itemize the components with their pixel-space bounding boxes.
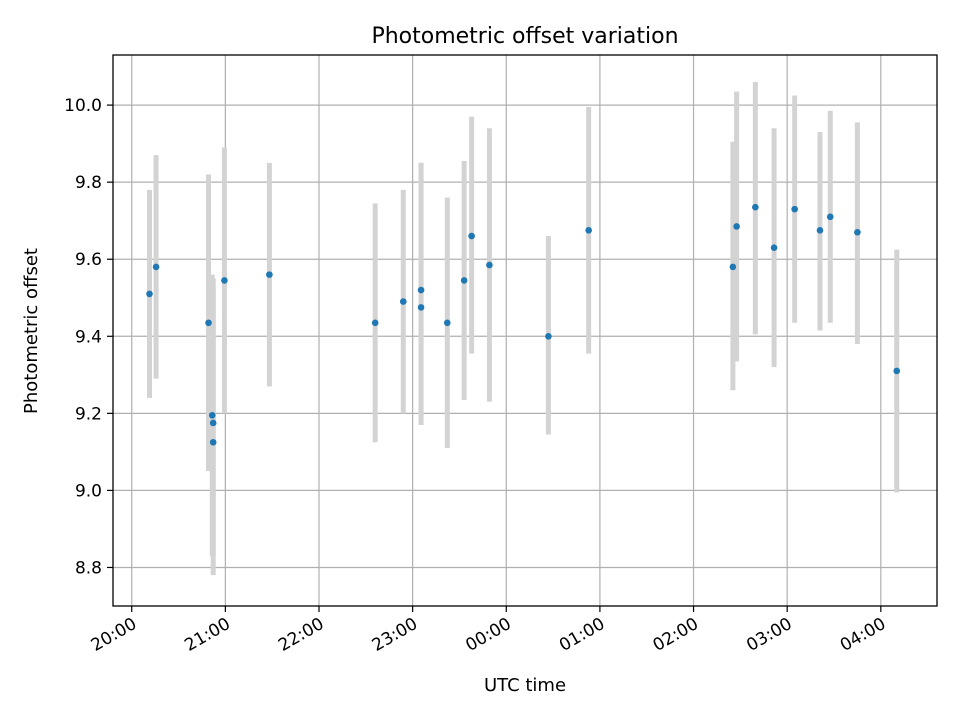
y-tick-label: 10.0: [64, 96, 102, 116]
data-point: [443, 319, 451, 327]
y-tick-label: 9.2: [75, 404, 102, 424]
y-tick-label: 9.6: [75, 250, 102, 270]
x-axis-label: UTC time: [484, 675, 566, 696]
data-point: [486, 261, 493, 269]
data-point: [460, 277, 468, 284]
data-point: [854, 228, 861, 236]
chart-title: Photometric offset variation: [371, 24, 678, 49]
data-point: [752, 203, 759, 211]
data-point: [221, 277, 228, 284]
data-point: [371, 319, 379, 327]
data-point: [417, 286, 425, 294]
data-point: [208, 411, 216, 419]
data-point: [209, 438, 217, 446]
y-tick-label: 8.8: [75, 558, 102, 578]
data-point: [816, 227, 824, 234]
y-axis-label: Photometric offset: [21, 248, 42, 414]
y-tick-label: 9.4: [75, 327, 102, 347]
y-axis-ticks: 8.8 9.0 9.2 9.4 9.6 9.8 10.0: [64, 96, 113, 578]
y-tick-label: 9.0: [75, 481, 102, 501]
data-point: [146, 290, 153, 298]
grid-lines: [113, 55, 937, 606]
data-point: [733, 223, 740, 230]
data-point: [417, 304, 425, 311]
data-point: [545, 332, 552, 340]
data-point: [729, 263, 737, 271]
data-point: [791, 205, 798, 213]
data-point: [152, 263, 160, 271]
data-point: [205, 319, 212, 327]
data-point: [893, 367, 901, 375]
y-tick-label: 9.8: [75, 173, 102, 193]
data-point: [826, 213, 834, 221]
data-point: [585, 227, 592, 234]
data-point: [770, 244, 778, 251]
data-point: [399, 298, 407, 305]
data-point: [266, 271, 273, 278]
data-point: [209, 419, 217, 427]
plot-area-frame: [112, 54, 938, 607]
data-markers: [146, 203, 901, 446]
data-point: [468, 232, 475, 240]
